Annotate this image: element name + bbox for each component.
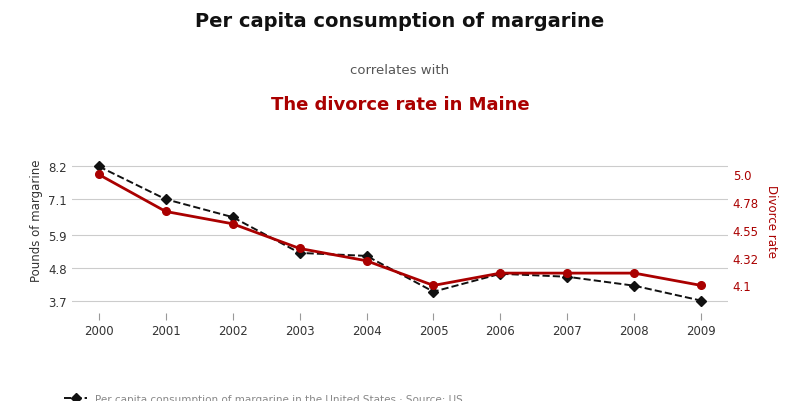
- Text: The divorce rate in Maine: The divorce rate in Maine: [270, 96, 530, 114]
- Text: Per capita consumption of margarine: Per capita consumption of margarine: [195, 12, 605, 31]
- Text: correlates with: correlates with: [350, 64, 450, 77]
- Y-axis label: Divorce rate: Divorce rate: [765, 184, 778, 257]
- Y-axis label: Pounds of margarine: Pounds of margarine: [30, 160, 43, 282]
- Legend: Per capita consumption of margarine in the United States · Source: US: Per capita consumption of margarine in t…: [64, 393, 463, 401]
